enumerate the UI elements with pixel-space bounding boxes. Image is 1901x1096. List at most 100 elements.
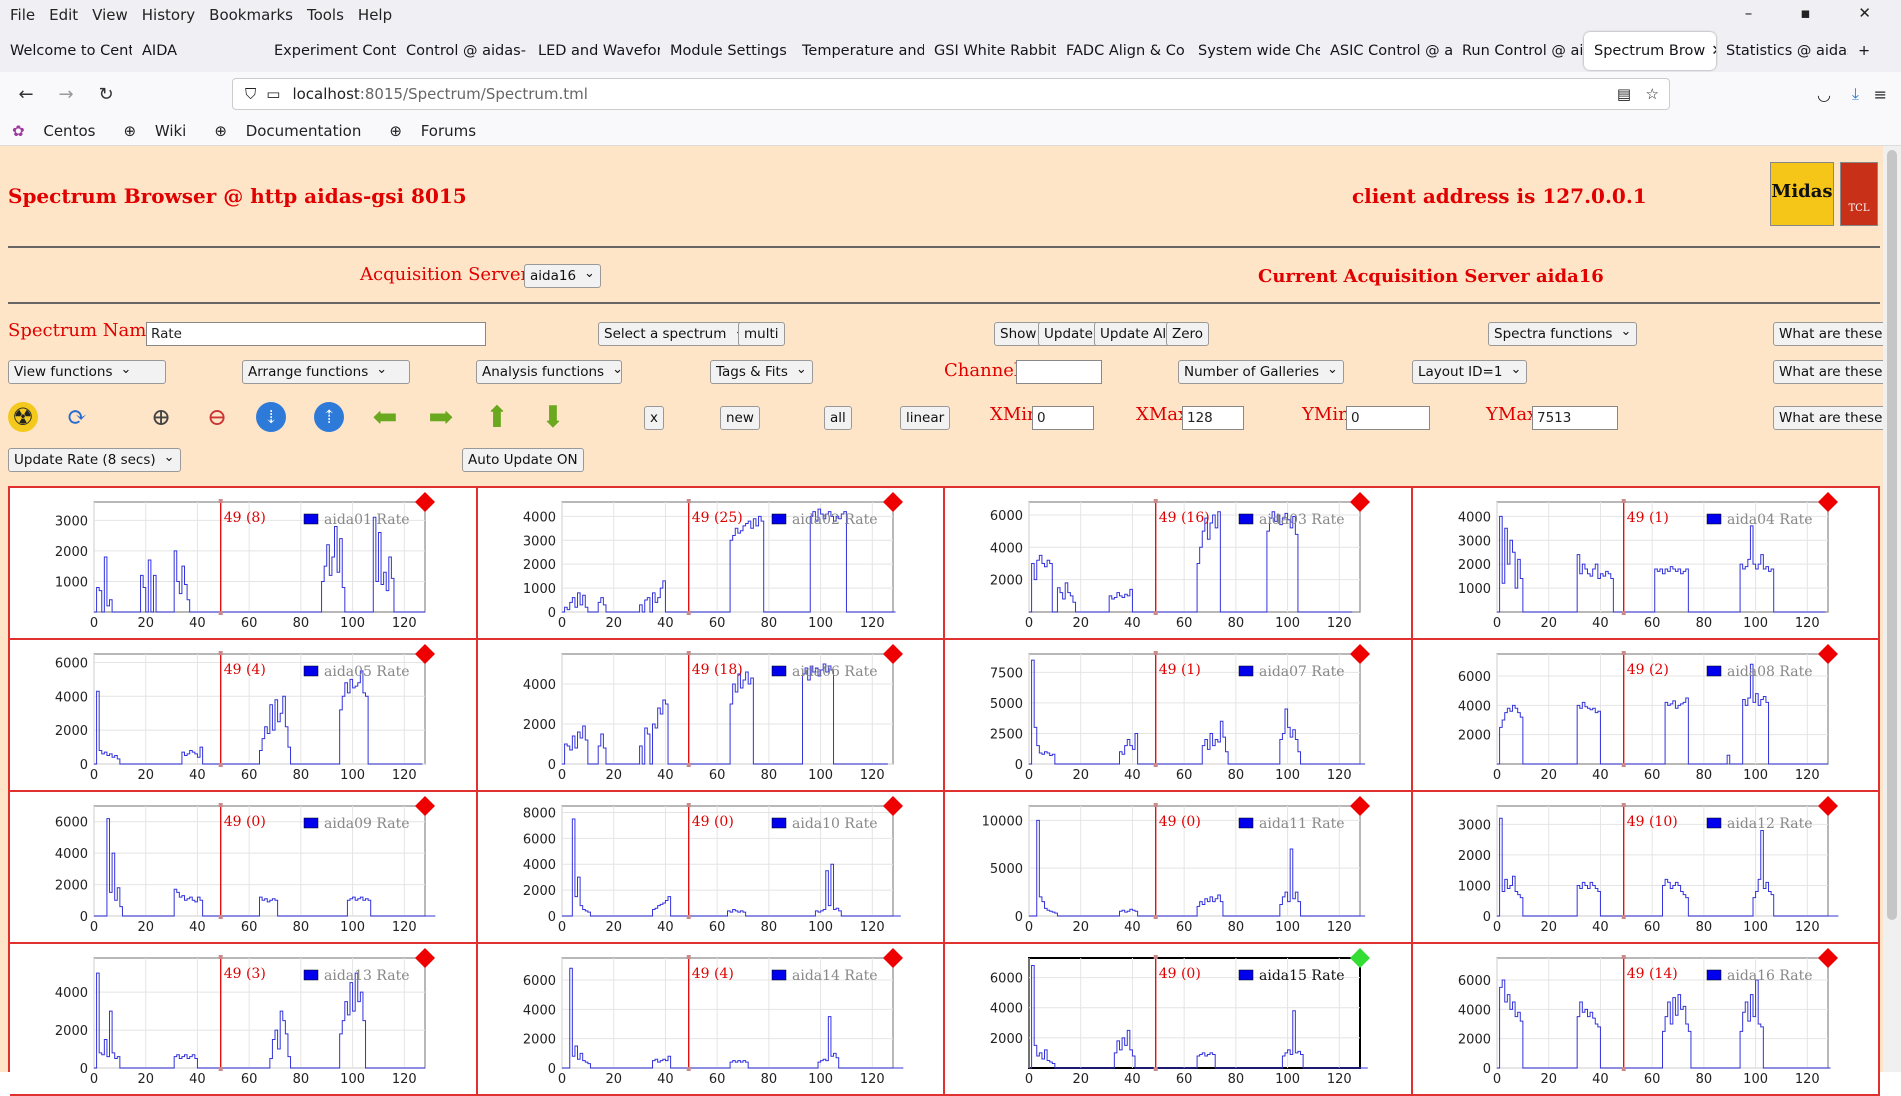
down-arrow-circle-icon[interactable]: ⇣ (256, 402, 286, 432)
refresh-icon[interactable]: ⟳ (66, 403, 88, 431)
arrange-functions-select[interactable]: Arrange functions (242, 360, 410, 384)
up-arrow-circle-icon[interactable]: ⇡ (314, 402, 344, 432)
new-button[interactable]: new (720, 406, 760, 430)
what-are-these-button[interactable]: What are these? (1773, 406, 1896, 430)
tab-13[interactable]: Statistics @ aidas (1716, 32, 1848, 70)
acq-server-select[interactable]: aida16 (524, 264, 601, 288)
bookmark-wiki[interactable]: ⊕ Wiki (123, 121, 187, 140)
marker-handle-bottom[interactable] (218, 611, 223, 615)
back-icon[interactable]: ← (18, 83, 34, 105)
reader-icon[interactable]: ▤ (1616, 85, 1631, 103)
marker-handle-top[interactable] (1153, 955, 1158, 959)
marker-handle-top[interactable] (1153, 803, 1158, 807)
update-button[interactable]: Update (1038, 322, 1099, 346)
tab-7[interactable]: GSI White Rabbit (924, 32, 1056, 70)
star-icon[interactable]: ☆ (1645, 85, 1659, 103)
bookmark-documentation[interactable]: ⊕ Documentation (214, 121, 362, 140)
spectra-functions-select[interactable]: Spectra functions (1488, 322, 1638, 346)
menu-bookmarks[interactable]: Bookmarks (209, 6, 293, 24)
spectrum-cell[interactable]: 0 20 40 60 80 100 120 0 2000 4000 6000 49 (4) aida14… (477, 944, 945, 1096)
tab-9[interactable]: System wide Che (1188, 32, 1320, 70)
spectrum-plot[interactable]: 0 20 40 60 80 100 120 0 2000 4000 6000 49 (4) aida05… (10, 640, 476, 790)
scroll-thumb[interactable] (1887, 150, 1897, 920)
status-diamond-icon[interactable] (882, 644, 903, 664)
forward-icon[interactable]: → (58, 83, 74, 105)
spectrum-cell[interactable]: 0 20 40 60 80 100 120 0 2000 4000 6000 49 (14) aida1… (1412, 944, 1880, 1096)
galleries-select[interactable]: Number of Galleries (1178, 360, 1344, 384)
bookmark-forums[interactable]: ⊕ Forums (389, 121, 477, 140)
status-diamond-icon[interactable] (882, 796, 903, 816)
tab-6[interactable]: Temperature and (792, 32, 924, 70)
marker-handle-bottom[interactable] (1153, 915, 1158, 919)
status-diamond-icon[interactable] (1817, 796, 1838, 816)
spectrum-cell[interactable]: 0 20 40 60 80 100 120 0 2000 4000 6000 49 (0) aida09… (10, 792, 478, 944)
marker-handle-bottom[interactable] (686, 915, 691, 919)
auto-update-button[interactable]: Auto Update ON (462, 448, 584, 472)
spectrum-cell[interactable]: 0 20 40 60 80 100 120 0 2000 4000 49 (3) aida13 Rat… (10, 944, 478, 1096)
menu-help[interactable]: Help (357, 6, 393, 24)
tab-0[interactable]: Welcome to Cent (0, 32, 132, 70)
marker-handle-bottom[interactable] (218, 915, 223, 919)
menu-view[interactable]: View (92, 6, 128, 24)
marker-handle-top[interactable] (218, 499, 223, 503)
show-button[interactable]: Show (994, 322, 1043, 346)
reload-icon[interactable]: ↻ (98, 83, 114, 105)
x-button[interactable]: x (644, 406, 664, 430)
marker-handle-top[interactable] (1621, 955, 1626, 959)
maximize-icon[interactable]: ▪ (1800, 4, 1811, 22)
spectrum-plot[interactable]: 0 20 40 60 80 100 120 1000 2000 3000 49 (8) aida01 … (10, 488, 476, 638)
spectrum-cell[interactable]: 0 20 40 60 80 100 120 2000 4000 6000 49 (16) aida03… (945, 488, 1413, 640)
spectrum-plot[interactable]: 0 20 40 60 80 100 120 0 2500 5000 7500 49 (1) aida07… (945, 640, 1411, 790)
status-diamond-icon[interactable] (1817, 492, 1838, 512)
view-functions-select[interactable]: View functions (8, 360, 166, 384)
marker-handle-bottom[interactable] (1621, 1067, 1626, 1071)
channel-input[interactable] (1016, 360, 1102, 384)
zoom-in-icon[interactable]: ⊕ (150, 403, 172, 431)
tab-3[interactable]: Control @ aidas- (396, 32, 528, 70)
marker-handle-top[interactable] (218, 955, 223, 959)
tab-12[interactable]: Spectrum Brow ✕ (1584, 32, 1716, 70)
spectrum-cell[interactable]: 0 20 40 60 80 100 120 0 2500 5000 7500 49 (1) aida07… (945, 640, 1413, 792)
status-diamond-icon[interactable] (1350, 492, 1370, 512)
multi-button[interactable]: multi (738, 322, 785, 346)
spectrum-cell[interactable]: 0 20 40 60 80 100 120 0 2000 4000 49 (18) aida06 Ra… (477, 640, 945, 792)
marker-handle-top[interactable] (686, 651, 691, 655)
marker-handle-top[interactable] (1621, 803, 1626, 807)
status-diamond-icon[interactable] (882, 948, 903, 968)
spectrum-plot[interactable]: 0 20 40 60 80 100 120 0 2000 4000 6000 49 (0) aida09… (10, 792, 476, 942)
status-diamond-icon[interactable] (415, 644, 435, 664)
down-arrow-icon[interactable]: ⬇ (540, 399, 566, 435)
marker-handle-top[interactable] (1621, 651, 1626, 655)
update-rate-select[interactable]: Update Rate (8 secs) (8, 448, 181, 472)
pocket-icon[interactable]: ◡ (1817, 84, 1831, 104)
marker-handle-top[interactable] (686, 955, 691, 959)
status-diamond-icon[interactable] (415, 492, 435, 512)
tab-5[interactable]: Module Settings (660, 32, 792, 70)
spectrum-cell[interactable]: 0 20 40 60 80 100 120 2000 4000 6000 49 (2) aida08 … (1412, 640, 1880, 792)
page-scrollbar[interactable] (1883, 146, 1901, 1072)
marker-handle-top[interactable] (686, 499, 691, 503)
status-diamond-icon[interactable] (882, 492, 903, 512)
menu-tools[interactable]: Tools (306, 6, 344, 24)
marker-handle-bottom[interactable] (1621, 763, 1626, 767)
status-diamond-icon[interactable] (1817, 644, 1838, 664)
tab-8[interactable]: FADC Align & Co (1056, 32, 1188, 70)
marker-handle-bottom[interactable] (1621, 611, 1626, 615)
spectrum-cell[interactable]: 0 20 40 60 80 100 120 1000 2000 3000 4000 49 (1) aid… (1412, 488, 1880, 640)
status-diamond-icon[interactable] (1350, 948, 1370, 968)
spectrum-plot[interactable]: 0 20 40 60 80 100 120 0 2000 4000 6000 49 (14) aida1… (1413, 944, 1879, 1094)
spectrum-cell[interactable]: 0 20 40 60 80 100 120 0 1000 2000 3000 4000 49 (25) a… (477, 488, 945, 640)
spectrum-plot[interactable]: 0 20 40 60 80 100 120 2000 4000 6000 49 (16) aida03… (945, 488, 1411, 638)
bookmark-centos[interactable]: ✿ Centos (12, 121, 96, 140)
zoom-out-icon[interactable]: ⊖ (206, 403, 228, 431)
spectrum-name-input[interactable]: Rate (146, 322, 486, 346)
status-diamond-icon[interactable] (1350, 644, 1370, 664)
marker-handle-bottom[interactable] (1621, 915, 1626, 919)
spectrum-plot[interactable]: 0 20 40 60 80 100 120 2000 4000 6000 49 (0) aida15 … (945, 944, 1411, 1094)
tab-10[interactable]: ASIC Control @ a (1320, 32, 1452, 70)
status-diamond-icon[interactable] (1350, 796, 1370, 816)
new-tab-button[interactable]: + (1858, 43, 1871, 59)
status-diamond-icon[interactable] (1817, 948, 1838, 968)
menu-file[interactable]: File (10, 6, 36, 24)
ymin-input[interactable]: 0 (1346, 406, 1430, 430)
